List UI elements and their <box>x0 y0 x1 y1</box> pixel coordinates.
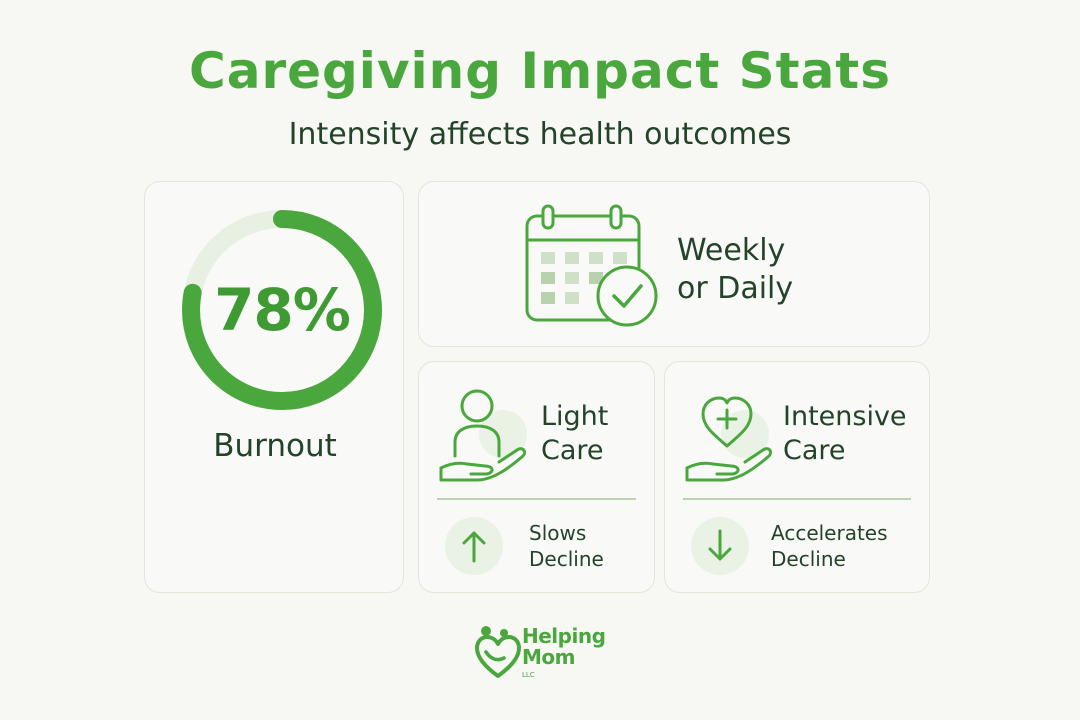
logo-line-2: Mom <box>522 645 575 669</box>
frequency-line-1: Weekly <box>677 233 786 268</box>
person-in-hand-icon <box>437 384 531 488</box>
light-care-label: Light Care <box>541 400 608 468</box>
intensive-care-effect: Accelerates Decline <box>771 520 888 572</box>
frequency-text: Weekly or Daily <box>677 232 793 308</box>
light-care-label-line-2: Care <box>541 435 604 466</box>
light-care-effect-line-1: Slows <box>529 521 587 545</box>
burnout-value: 78% <box>214 276 351 344</box>
logo-line-1: Helping <box>522 624 606 648</box>
divider <box>437 498 636 500</box>
divider <box>683 498 911 500</box>
intensive-care-label-line-2: Care <box>783 435 846 466</box>
logo-text: Helping Mom <box>522 624 606 669</box>
heart-plus-in-hand-icon <box>683 384 777 488</box>
page-subtitle: Intensity affects health outcomes <box>288 117 792 152</box>
calendar-check-icon <box>523 202 665 334</box>
helping-mom-logo: Helping Mom LLC <box>474 624 614 680</box>
burnout-label: Burnout <box>213 428 337 464</box>
intensive-care-effect-line-2: Decline <box>771 547 846 571</box>
intensive-care-label-line-1: Intensive <box>783 401 907 432</box>
arrow-up-icon <box>445 517 503 575</box>
light-care-effect: Slows Decline <box>529 520 604 572</box>
arrow-down-icon <box>691 517 749 575</box>
light-care-label-line-1: Light <box>541 401 609 432</box>
family-heart-icon <box>475 626 521 678</box>
light-care-effect-line-2: Decline <box>529 547 604 571</box>
ring-progress <box>182 210 382 410</box>
logo-llc: LLC <box>522 671 535 679</box>
burnout-ring: 78% <box>179 207 385 413</box>
burnout-card: 78% Burnout <box>144 181 404 593</box>
intensive-care-label: Intensive Care <box>783 400 907 468</box>
page-title: Caregiving Impact Stats <box>189 42 891 100</box>
intensive-care-card: Intensive Care Accelerates Decline <box>664 361 930 593</box>
intensive-care-effect-line-1: Accelerates <box>771 521 888 545</box>
frequency-line-2: or Daily <box>677 271 794 306</box>
light-care-card: Light Care Slows Decline <box>418 361 655 593</box>
frequency-card: Weekly or Daily <box>418 181 930 347</box>
